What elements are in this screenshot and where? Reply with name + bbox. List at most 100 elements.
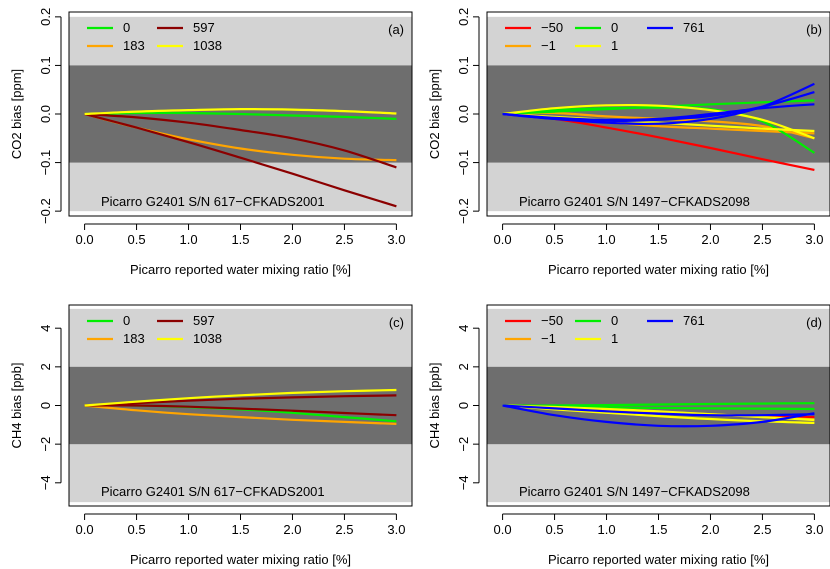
panel-c: 0.0 0.5 1.0 1.5 2.0 2.5 3.0 Picarro reported wa…: [9, 304, 413, 567]
x-axis-title: Picarro reported water mixing ratio [%]: [130, 552, 351, 567]
y-tick-label: 0.0: [456, 105, 471, 123]
plot-frame: [486, 11, 830, 217]
panel-tag: (b): [806, 22, 822, 37]
y-tick-label: 0.0: [38, 105, 53, 123]
x-tick-label: 0.0: [76, 232, 94, 247]
x-tick-label: 2.0: [701, 522, 719, 537]
x-tick-label: 3.0: [387, 522, 405, 537]
y-tick-label: −0.1: [38, 150, 53, 176]
x-tick-label: 1.0: [597, 232, 615, 247]
x-axis-title: Picarro reported water mixing ratio [%]: [548, 552, 769, 567]
panel-tag: (c): [389, 315, 404, 330]
x-tick-label: 0.0: [76, 522, 94, 537]
y-tick-label: 0.2: [38, 8, 53, 26]
y-tick-label: 0: [38, 402, 53, 409]
x-tick-label: 2.5: [335, 522, 353, 537]
y-tick-label: −2: [456, 437, 471, 452]
plot-frame: [68, 11, 413, 217]
series-line: [84, 404, 397, 417]
y-tick-label: 4: [38, 325, 53, 332]
y-tick-label: −0.1: [456, 150, 471, 176]
y-tick-label: 0.1: [38, 56, 53, 74]
y-axis-title: CO2 bias [ppm]: [427, 69, 442, 159]
legend-label: 1038: [193, 38, 222, 53]
y-tick-label: 0: [456, 402, 471, 409]
y-axis-title: CO2 bias [ppm]: [9, 69, 24, 159]
y-tick-label: 2: [38, 363, 53, 370]
series-line: [84, 111, 397, 120]
x-tick-label: 0.5: [128, 232, 146, 247]
x-tick-label: 1.5: [649, 232, 667, 247]
series-line: [84, 112, 397, 208]
y-tick-label: −0.2: [38, 198, 53, 224]
x-tick-label: 0.5: [546, 522, 564, 537]
legend-label: 183: [123, 38, 145, 53]
y-axis-title: CH4 bias [ppb]: [9, 363, 24, 449]
legend-label: 0: [123, 20, 130, 35]
x-tick-label: 2.5: [753, 232, 771, 247]
legend-label: −1: [541, 38, 556, 53]
series-line: [84, 394, 397, 407]
x-tick-label: 1.0: [179, 522, 197, 537]
plot-frame: [486, 304, 830, 507]
x-tick-label: 0.0: [494, 522, 512, 537]
y-tick-label: 0.1: [456, 56, 471, 74]
legend: −50 −1 0 1 761: [505, 20, 705, 53]
series-line: [502, 404, 815, 422]
y-tick-label: −4: [456, 475, 471, 490]
y-tick-label: 4: [456, 325, 471, 332]
legend-label: 1: [611, 331, 618, 346]
legend-label: −50: [541, 20, 563, 35]
x-tick-label: 2.5: [753, 522, 771, 537]
y-axis-title: CH4 bias [ppb]: [427, 363, 442, 449]
x-tick-label: 3.0: [805, 232, 823, 247]
x-tick-label: 2.5: [335, 232, 353, 247]
legend-label: 597: [193, 20, 215, 35]
legend-label: 597: [193, 313, 215, 328]
series-line: [502, 103, 815, 140]
legend-label: 761: [683, 313, 705, 328]
panel-a: 0.0 0.5 1.0 1.5 2.0 2.5 3.0 Picarro reported wa…: [9, 8, 413, 277]
legend-label: 0: [611, 313, 618, 328]
series-line: [502, 103, 815, 121]
y-tick-label: −2: [38, 437, 53, 452]
legend: 0 183 597 1038: [87, 20, 222, 53]
instrument-annotation: Picarro G2401 S/N 1497−CFKADS2098: [519, 194, 750, 209]
x-tick-label: 0.5: [546, 232, 564, 247]
legend-label: −50: [541, 313, 563, 328]
y-tick-label: −0.2: [456, 198, 471, 224]
x-tick-label: 1.5: [231, 232, 249, 247]
legend: 0 183 597 1038: [87, 313, 222, 346]
x-axis-title: Picarro reported water mixing ratio [%]: [548, 262, 769, 277]
plot-frame: [68, 304, 413, 507]
panel-d: 0.0 0.5 1.0 1.5 2.0 2.5 3.0 Picarro reported wa…: [427, 304, 830, 567]
series-line: [84, 107, 397, 116]
legend-label: 0: [611, 20, 618, 35]
panel-tag: (a): [388, 22, 404, 37]
panel-b: 0.0 0.5 1.0 1.5 2.0 2.5 3.0 Picarro reported wa…: [427, 8, 830, 277]
legend-label: 183: [123, 331, 145, 346]
legend-label: 1: [611, 38, 618, 53]
legend-label: 0: [123, 313, 130, 328]
y-tick-label: 2: [456, 363, 471, 370]
legend-label: −1: [541, 331, 556, 346]
legend: −50 −1 0 1 761: [505, 313, 705, 346]
x-tick-label: 3.0: [805, 522, 823, 537]
series-line: [502, 404, 815, 428]
instrument-annotation: Picarro G2401 S/N 1497−CFKADS2098: [519, 484, 750, 499]
instrument-annotation: Picarro G2401 S/N 617−CFKADS2001: [101, 484, 325, 499]
x-tick-label: 0.0: [494, 232, 512, 247]
x-tick-label: 2.0: [701, 232, 719, 247]
series-line: [502, 404, 815, 417]
instrument-annotation: Picarro G2401 S/N 617−CFKADS2001: [101, 194, 325, 209]
x-tick-label: 0.5: [128, 522, 146, 537]
y-tick-label: 0.2: [456, 8, 471, 26]
x-tick-label: 1.0: [179, 232, 197, 247]
legend-label: 1038: [193, 331, 222, 346]
x-tick-label: 1.5: [231, 522, 249, 537]
legend-label: 761: [683, 20, 705, 35]
x-tick-label: 1.5: [649, 522, 667, 537]
x-tick-label: 2.0: [283, 232, 301, 247]
x-tick-label: 2.0: [283, 522, 301, 537]
